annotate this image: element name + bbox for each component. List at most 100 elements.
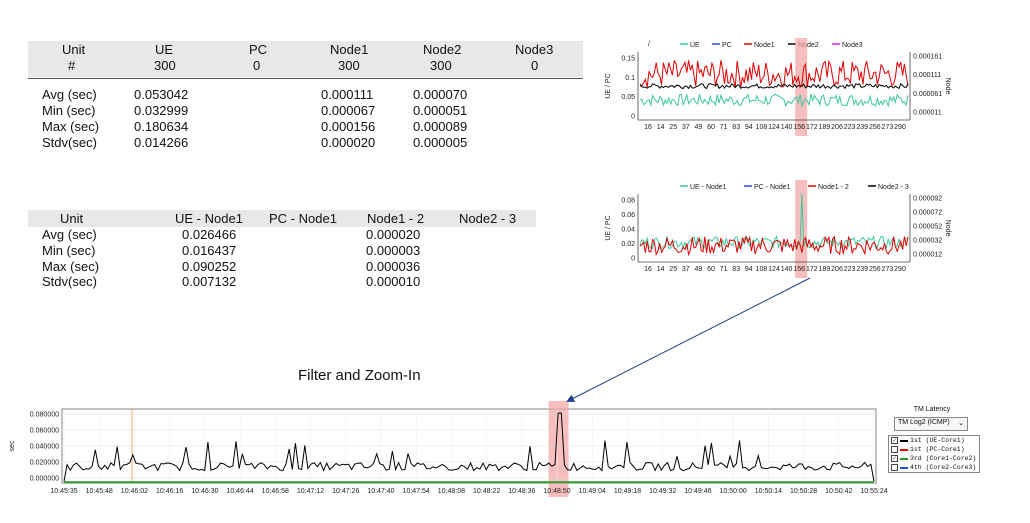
y-tick-label: 0.1 <box>625 75 635 82</box>
x-tick-label: 10:47:54 <box>403 488 430 495</box>
col-header-unit: Unit <box>62 42 86 57</box>
subheader-unit: # <box>68 58 76 73</box>
col-header-pc: PC <box>249 42 268 57</box>
log-select-value: TM Log2 (ICMP) <box>898 419 950 426</box>
x-tick-label: 10:46:58 <box>262 488 289 495</box>
x-tick-label: 124 <box>768 124 780 131</box>
cell-node1: 0.000020 <box>321 135 376 150</box>
x-tick-label: 60 <box>707 266 715 273</box>
y-tick-label: 0.02 <box>621 241 635 248</box>
series-line <box>639 193 909 251</box>
cell-ue-node1: 0.090252 <box>182 259 237 274</box>
y-axis-title: UE / PC <box>605 73 612 98</box>
x-tick-label: 10:48:22 <box>473 488 500 495</box>
x-tick-label: 10:50:00 <box>720 488 747 495</box>
cell-node1-2: 0.000036 <box>366 259 421 274</box>
series-label: 1st (PC-Core1) <box>910 446 965 453</box>
x-tick-label: 10:46:16 <box>156 488 183 495</box>
series-item[interactable]: 1st (PC-Core1) <box>889 445 979 454</box>
x-tick-label: 223 <box>844 124 856 131</box>
series-line <box>639 235 909 257</box>
col-header-node1-2: Node1 - 2 <box>367 211 425 226</box>
x-tick-label: 256 <box>869 266 881 273</box>
cell-node1: 0.000156 <box>321 119 376 134</box>
row-label: Avg (sec) <box>42 87 97 102</box>
x-tick-label: 124 <box>768 266 780 273</box>
series-item[interactable]: 4th (Core2-Core3) <box>889 463 979 472</box>
x-tick-label: 10:55:24 <box>860 488 887 495</box>
checkbox[interactable]: ✓ <box>891 455 898 462</box>
legend-label: Node1 <box>754 42 775 49</box>
x-tick-label: 189 <box>819 266 831 273</box>
x-tick-label: 10:49:04 <box>579 488 606 495</box>
series-label: 3rd (Core1-Core2) <box>910 455 977 462</box>
row-label: Stdv(sec) <box>42 135 97 150</box>
x-tick-label: 10:50:14 <box>755 488 782 495</box>
x-tick-label: 256 <box>869 124 881 131</box>
checkbox[interactable] <box>891 446 898 453</box>
y-tick-label: 0.000000 <box>30 476 59 483</box>
x-tick-label: 206 <box>831 266 843 273</box>
subheader-node1: 300 <box>338 58 360 73</box>
x-tick-label: 10:48:36 <box>508 488 535 495</box>
y-tick-label: 0.06 <box>621 212 635 219</box>
checkbox[interactable] <box>891 464 898 471</box>
series-item[interactable]: ✓ 1st (UE-Core1) <box>889 436 979 445</box>
y2-axis-title: Node <box>944 220 951 237</box>
chart-zoomed-latency: 0.080000 0.060000 0.040000 0.020000 0.000000… <box>9 401 888 497</box>
row-label: Max (sec) <box>42 259 100 274</box>
zoom-arrow <box>566 277 811 402</box>
x-tick-label: 14 <box>657 124 665 131</box>
x-tick-label: 10:46:02 <box>121 488 148 495</box>
subheader-node2: 300 <box>430 58 452 73</box>
x-tick-label: 60 <box>707 124 715 131</box>
x-tick-label: 10:47:12 <box>297 488 324 495</box>
x-tick-label: 83 <box>732 266 740 273</box>
y2-tick-label: 0.000032 <box>913 238 942 245</box>
y2-tick-label: 0.000011 <box>913 110 942 117</box>
chevron-down-icon: ⌄ <box>958 420 964 427</box>
x-tick-label: 10:46:44 <box>226 488 253 495</box>
y-tick-label: 0.15 <box>621 56 635 63</box>
y-tick-label: 0 <box>631 256 635 263</box>
y-tick-label: 0.020000 <box>30 460 59 467</box>
y2-tick-label: 0.000061 <box>913 91 942 98</box>
series-line <box>639 82 909 90</box>
panel-title: TM Latency <box>913 406 951 413</box>
legend-label: Node2 <box>798 42 819 49</box>
x-tick-label: 239 <box>856 124 868 131</box>
row-label: Stdv(sec) <box>42 274 97 289</box>
subheader-node3: 0 <box>531 58 539 73</box>
y-tick-label: 0.080000 <box>30 412 59 419</box>
x-tick-label: 10:50:42 <box>825 488 852 495</box>
y2-tick-label: 0.000161 <box>913 54 942 61</box>
checkbox[interactable]: ✓ <box>891 437 898 444</box>
legend-label: PC <box>722 42 732 49</box>
y-axis-title: UE / PC <box>605 215 612 240</box>
x-tick-label: 108 <box>756 266 768 273</box>
col-header-node2-3: Node2 - 3 <box>459 211 517 226</box>
subheader-ue: 300 <box>154 58 176 73</box>
cell-node2: 0.000089 <box>413 119 468 134</box>
cell-node1: 0.000111 <box>321 87 374 102</box>
col-header-pc-node1: PC - Node1 <box>269 211 337 226</box>
x-tick-label: 172 <box>806 266 818 273</box>
x-tick-label: 206 <box>831 124 843 131</box>
col-header-node1: Node1 <box>330 42 369 57</box>
x-tick-label: 273 <box>882 124 894 131</box>
log-select[interactable]: TM Log2 (ICMP) ⌄ <box>894 417 968 431</box>
cell-ue-node1: 0.007132 <box>182 274 237 289</box>
series-item[interactable]: ✓ 3rd (Core1-Core2) <box>889 454 979 463</box>
x-tick-label: 108 <box>756 124 768 131</box>
x-tick-label: 239 <box>856 266 868 273</box>
x-tick-label: 10:45:48 <box>86 488 113 495</box>
x-tick-label: 10:47:26 <box>332 488 359 495</box>
x-tick-label: 49 <box>695 124 703 131</box>
cell-ue: 0.180634 <box>134 119 189 134</box>
x-tick-label: 10:49:32 <box>649 488 676 495</box>
x-tick-label: 14 <box>657 266 665 273</box>
x-tick-label: 223 <box>844 266 856 273</box>
legend-label: UE <box>690 42 700 49</box>
x-tick-label: 71 <box>720 124 728 131</box>
col-header-node2: Node2 <box>423 42 462 57</box>
